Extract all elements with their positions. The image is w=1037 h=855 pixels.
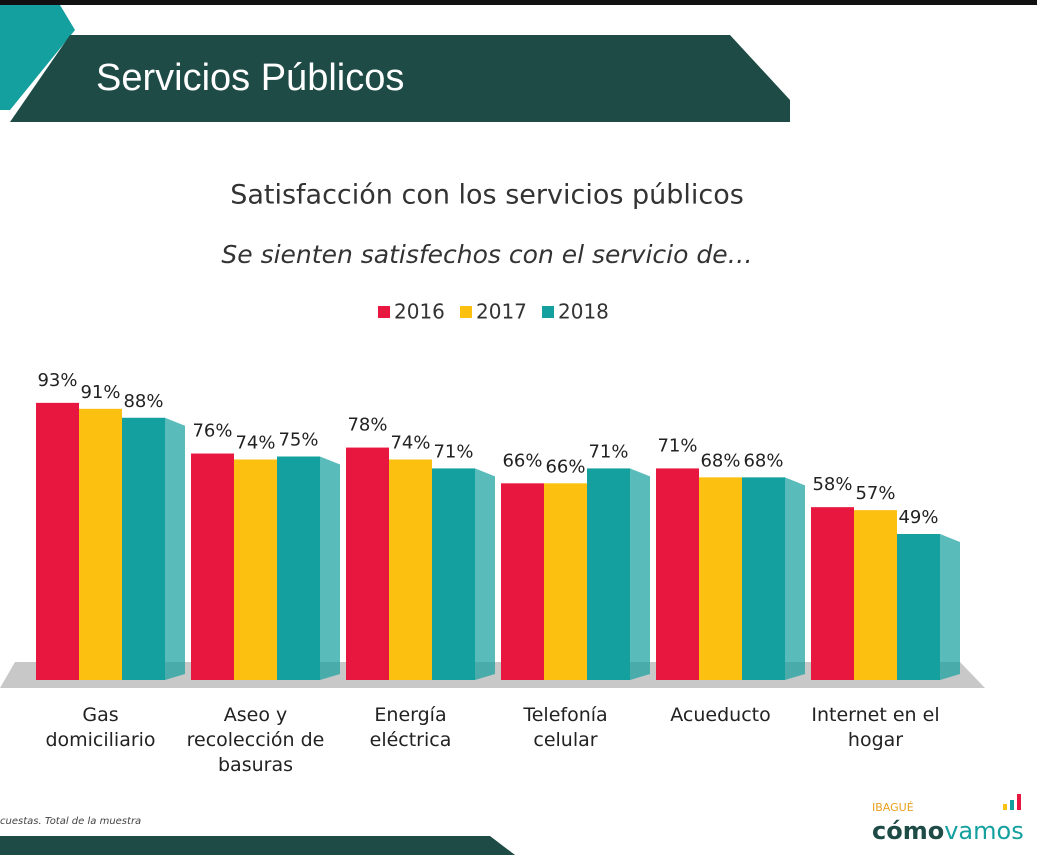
logo-text: cómovamos [872, 817, 1024, 845]
data-label: 71% [588, 441, 628, 462]
bar-side [785, 477, 805, 680]
data-label: 71% [657, 435, 697, 456]
logo-icon [1010, 800, 1014, 810]
data-label: 66% [545, 456, 585, 477]
bar [811, 507, 854, 680]
chart-title: Satisfacción con los servicios públicos [230, 180, 744, 211]
category-label: Acueducto [670, 704, 771, 726]
bar [501, 483, 544, 680]
bar [854, 510, 897, 680]
bar-side [630, 468, 650, 680]
logo-icon [1017, 794, 1021, 810]
data-label: 49% [898, 507, 938, 528]
bar [587, 468, 630, 680]
bar [389, 459, 432, 680]
logo-word: cómo [872, 817, 944, 845]
legend-label: 2018 [558, 300, 609, 324]
footnote: cuestas. Total de la muestra [0, 816, 141, 827]
bar-side [320, 456, 340, 680]
footer-band [0, 836, 515, 855]
data-label: 76% [192, 421, 232, 442]
data-label: 68% [700, 450, 740, 471]
bar [699, 477, 742, 680]
category-label: Gas domiciliario [45, 704, 156, 751]
bar [79, 408, 122, 680]
legend-label: 2016 [394, 300, 445, 324]
chart-subtitle: Se sienten satisfechos con el servicio d… [221, 240, 752, 269]
logo-city: IBAGUÉ [872, 801, 914, 814]
data-label: 91% [80, 382, 120, 403]
data-label: 71% [433, 441, 473, 462]
top-bar [0, 0, 1037, 5]
category-label: Aseo y recolección de basuras [186, 704, 325, 776]
bar [277, 456, 320, 680]
bar-side [165, 417, 185, 680]
header-title: Servicios Públicos [96, 57, 404, 99]
bar-side [940, 533, 960, 680]
corner [0, 5, 75, 110]
bar [897, 533, 940, 680]
data-label: 93% [37, 370, 77, 391]
bar [544, 483, 587, 680]
data-label: 68% [743, 450, 783, 471]
bar [656, 468, 699, 680]
bar [36, 402, 79, 680]
category-label: Internet en el hogar [811, 704, 940, 751]
data-label: 66% [502, 450, 542, 471]
legend-label: 2017 [476, 300, 527, 324]
bar-side [475, 468, 495, 680]
legend-swatch [460, 306, 472, 318]
category-label: Telefonía celular [523, 704, 608, 751]
data-label: 88% [123, 391, 163, 412]
bar [432, 468, 475, 680]
data-label: 75% [278, 430, 318, 451]
data-label: 58% [812, 474, 852, 495]
bar [742, 477, 785, 680]
logo-icon [1003, 804, 1007, 810]
legend-swatch [378, 306, 390, 318]
logo-word: vamos [944, 817, 1023, 845]
data-label: 74% [390, 432, 430, 453]
data-label: 57% [855, 483, 895, 504]
category-label: Energía eléctrica [369, 704, 452, 751]
bar [234, 459, 277, 680]
data-label: 78% [347, 415, 387, 436]
legend-swatch [542, 306, 554, 318]
header-band [10, 35, 790, 122]
bar [346, 447, 389, 680]
bar [122, 417, 165, 680]
bar [191, 453, 234, 680]
data-label: 74% [235, 432, 275, 453]
